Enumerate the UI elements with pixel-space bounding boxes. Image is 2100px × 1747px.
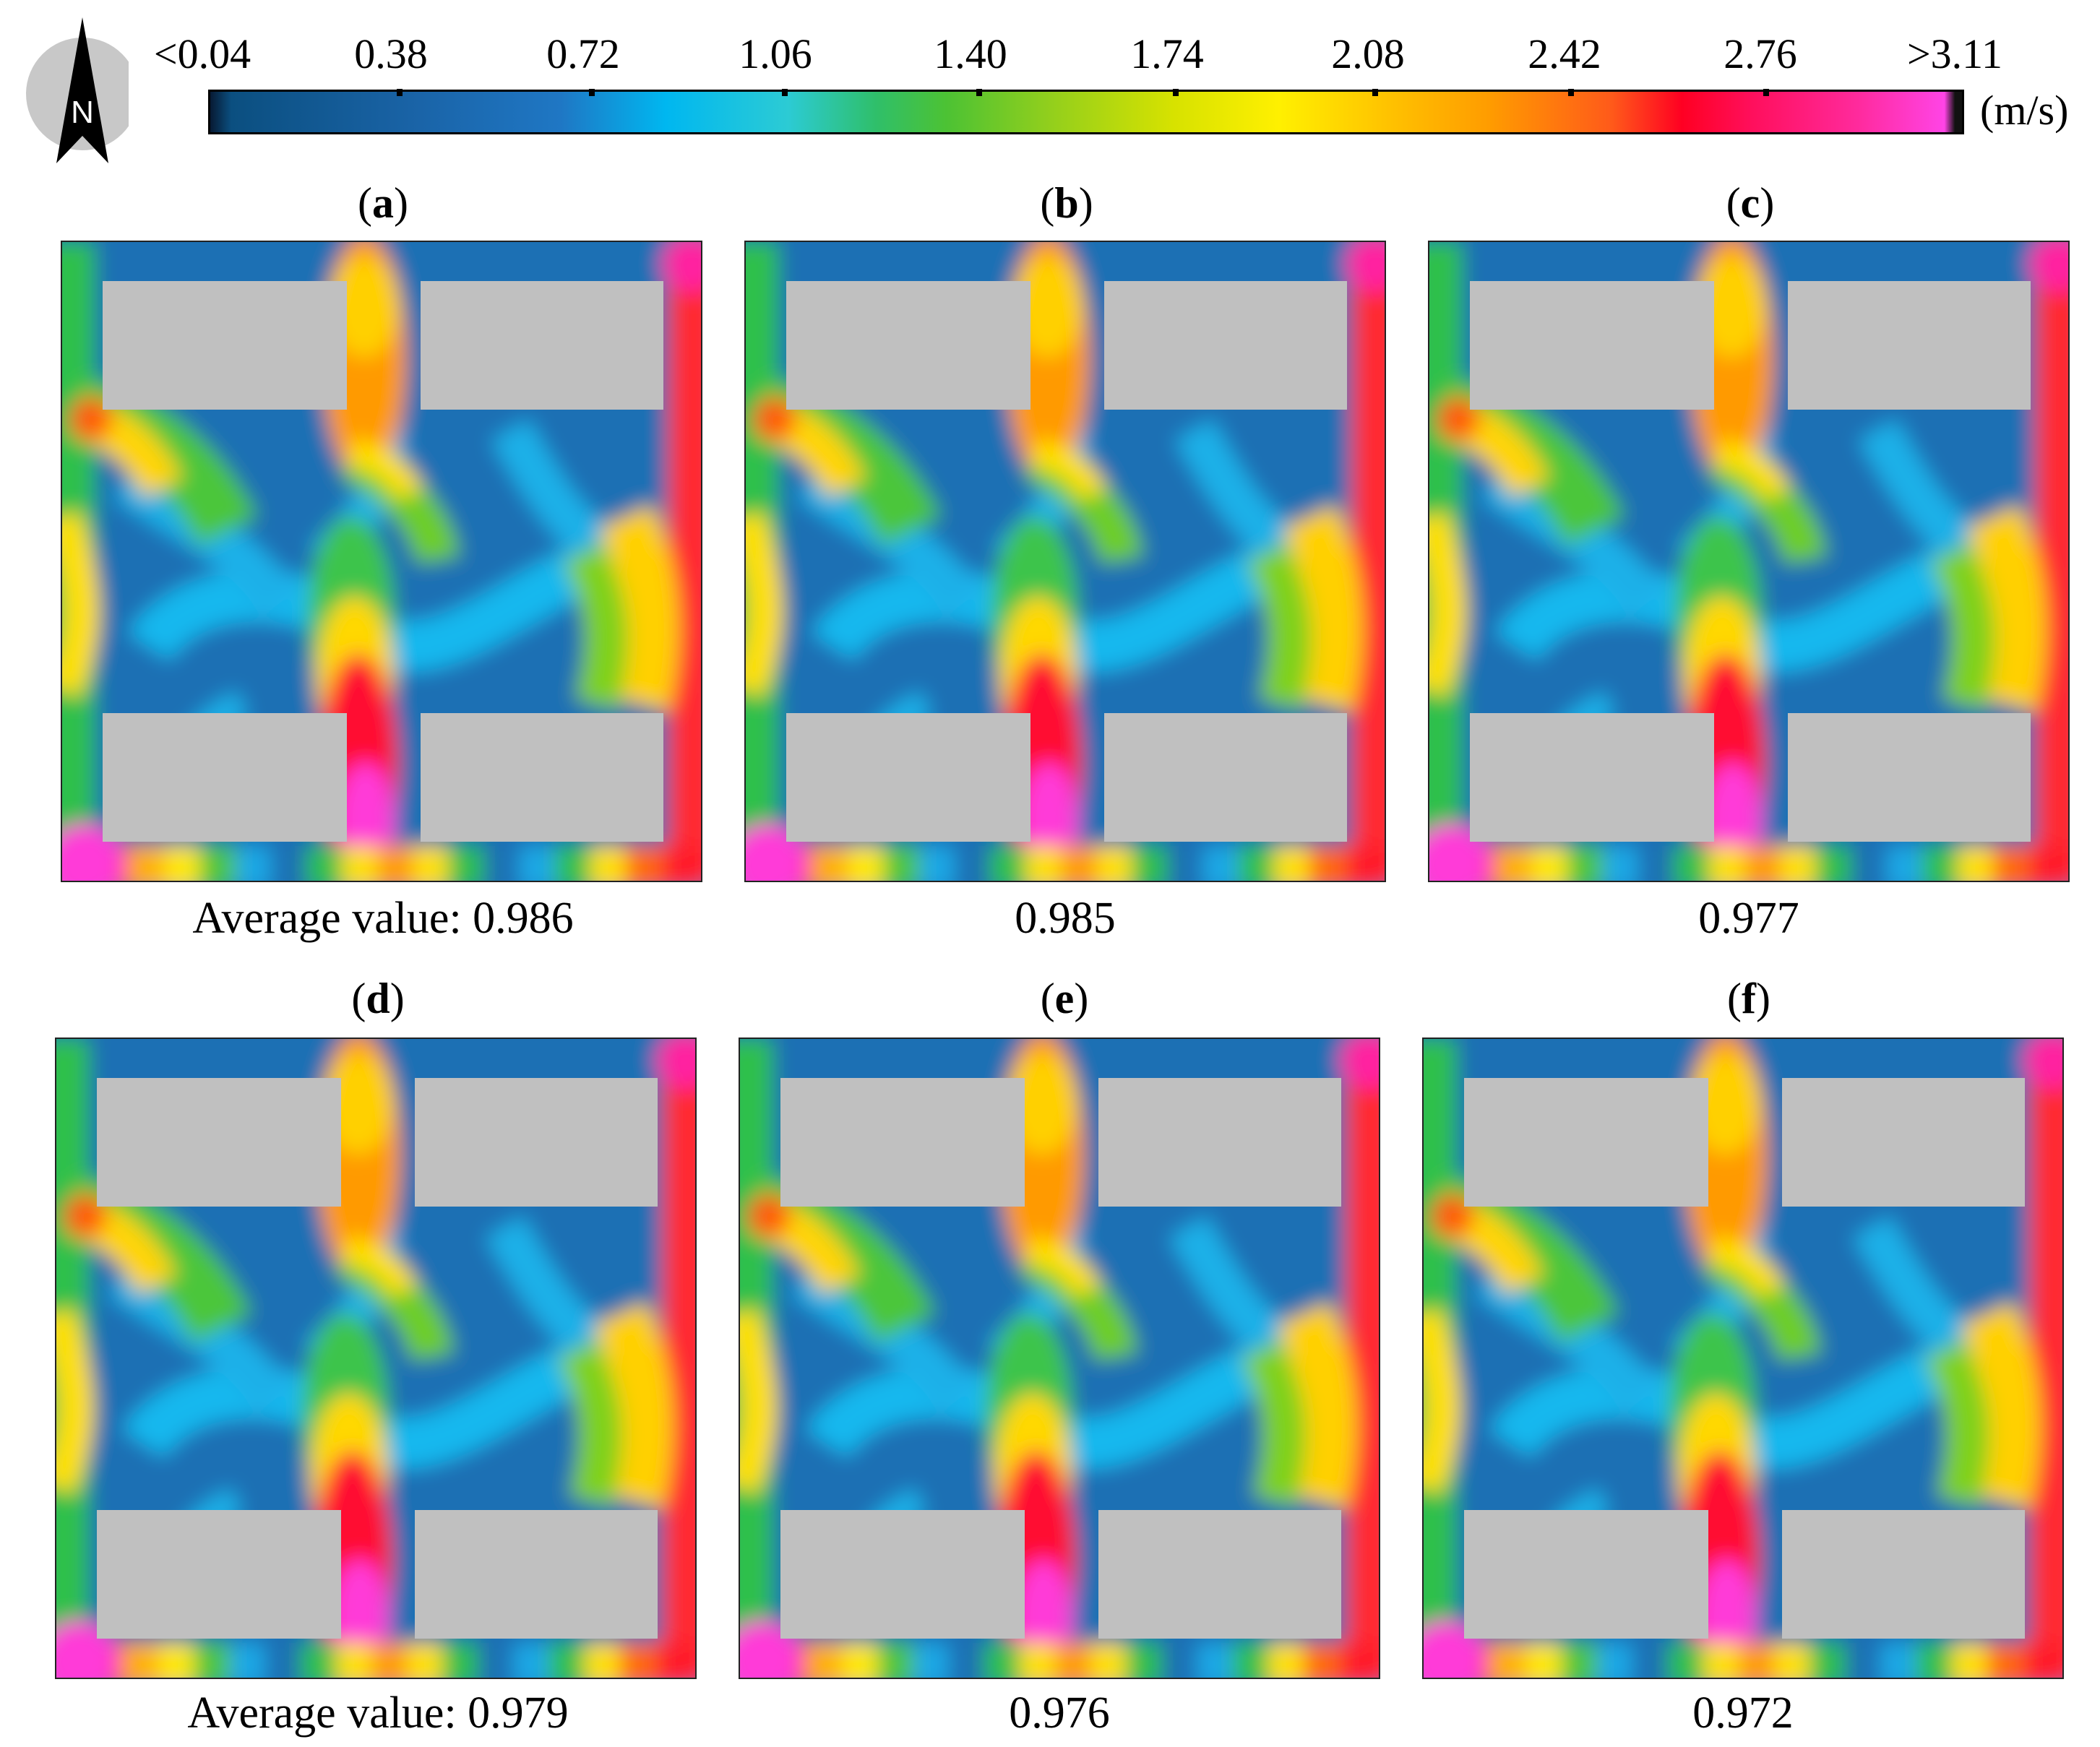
colorbar-tick <box>976 89 983 96</box>
colorbar-tick-label: 1.40 <box>934 30 1007 77</box>
colorbar-tick-label: 2.42 <box>1528 30 1601 77</box>
caption-e: 0.976 <box>1009 1688 1110 1738</box>
panel-label-a: (a) <box>358 179 408 227</box>
colorbar-tick-labels: <0.04 0.38 0.72 1.06 1.40 1.74 2.08 2.42… <box>137 29 2016 79</box>
colorbar-tick-label: 2.08 <box>1331 30 1405 77</box>
velocity-field-svg <box>56 1039 695 1678</box>
north-letter: N <box>71 95 94 130</box>
colorbar-gradient <box>208 89 1964 134</box>
colorbar-tick-label: 2.76 <box>1724 30 1797 77</box>
colorbar-tick-label: >3.11 <box>1906 30 2003 77</box>
panel-label-b: (b) <box>1040 179 1093 227</box>
panel-label-e: (e) <box>1040 975 1089 1022</box>
colorbar-tick <box>589 89 595 96</box>
caption-d: Average value: 0.979 <box>187 1688 569 1738</box>
colorbar-tick-label: 1.74 <box>1130 30 1204 77</box>
velocity-field-svg <box>1429 242 2068 881</box>
colorbar-tick <box>1372 89 1378 96</box>
colorbar-tick <box>1763 89 1769 96</box>
colorbar-tick-label: 1.06 <box>739 30 812 77</box>
colorbar-tick-label: <0.04 <box>153 30 251 77</box>
velocity-map-f <box>1422 1038 2064 1679</box>
colorbar-tick <box>1568 89 1575 96</box>
velocity-map-b <box>744 241 1386 882</box>
colorbar-tick <box>396 89 403 96</box>
north-arrow-icon: N <box>13 13 139 165</box>
panel-label-f: (f) <box>1727 975 1770 1022</box>
panel-label-c: (c) <box>1726 179 1775 227</box>
colorbar-tick-label: 0.72 <box>546 30 620 77</box>
velocity-map-c <box>1428 241 2070 882</box>
velocity-field-svg <box>740 1039 1379 1678</box>
panel-label-d: (d) <box>351 975 405 1022</box>
velocity-map-a <box>61 241 702 882</box>
caption-c: 0.977 <box>1698 894 1799 943</box>
velocity-map-d <box>55 1038 697 1679</box>
caption-f: 0.972 <box>1692 1688 1794 1738</box>
colorbar-unit: (m/s) <box>1980 87 2069 134</box>
caption-b: 0.985 <box>1015 894 1116 943</box>
velocity-field-svg <box>746 242 1385 881</box>
caption-a: Average value: 0.986 <box>192 894 574 943</box>
velocity-field-svg <box>62 242 701 881</box>
colorbar-tick-label: 0.38 <box>354 30 428 77</box>
colorbar-tick <box>1172 89 1179 96</box>
colorbar-tick <box>782 89 788 96</box>
velocity-field-svg <box>1424 1039 2062 1678</box>
velocity-map-e <box>739 1038 1380 1679</box>
